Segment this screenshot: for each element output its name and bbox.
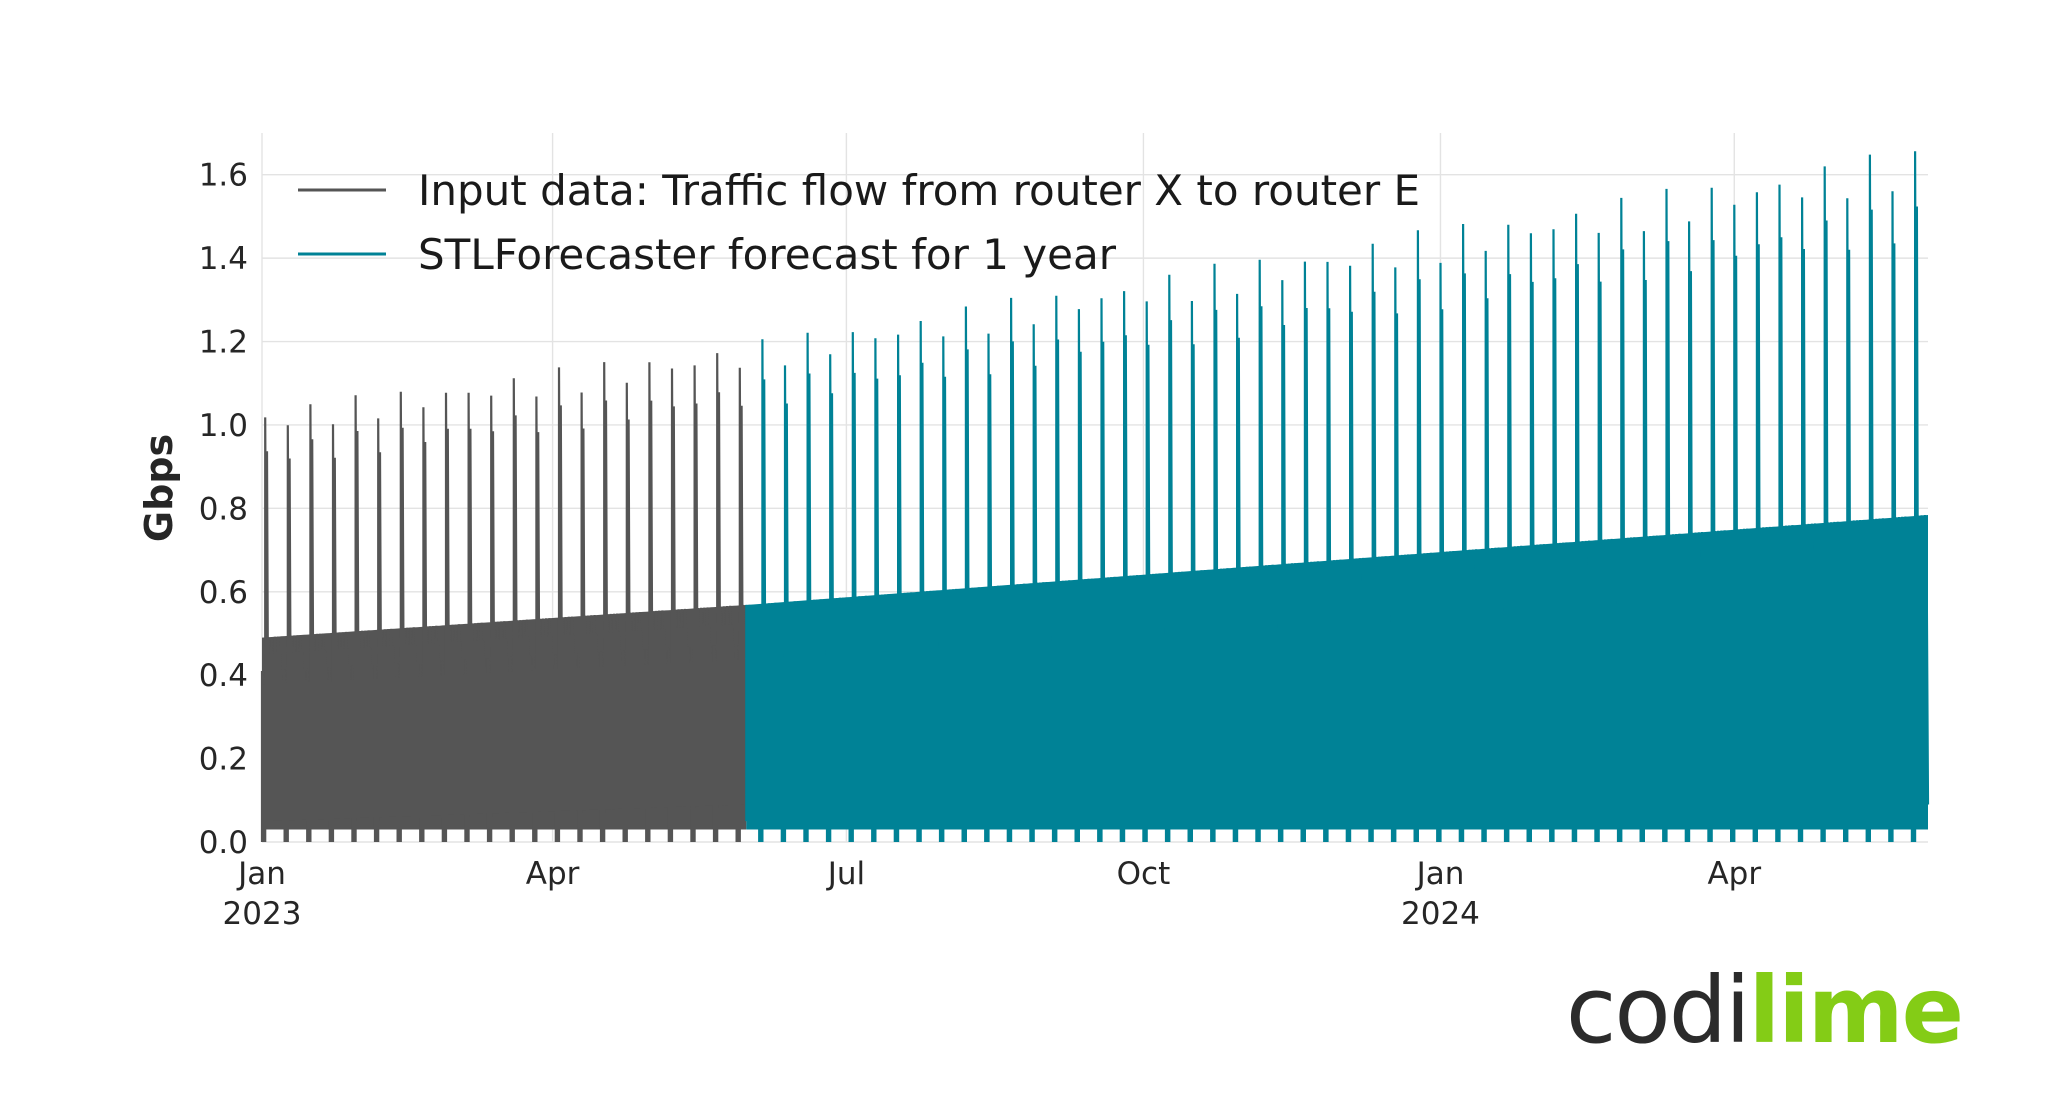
codilime-logo: codilime	[1566, 957, 1962, 1064]
y-tick-label: 0.4	[199, 658, 248, 694]
series-line-0	[260, 353, 748, 843]
x-tick-label: Apr	[526, 856, 580, 892]
y-tick-label: 1.0	[199, 408, 248, 444]
x-tick-year-label: 2024	[1401, 896, 1480, 932]
x-tick-label: Jan	[1415, 856, 1465, 892]
legend-label-1: STLForecaster forecast for 1 year	[418, 230, 1117, 279]
y-axis-ticks: 0.0 0.2 0.4 0.6 0.8 1.0 1.2 1.4 1.6	[199, 158, 248, 861]
series-line-1	[745, 151, 1930, 843]
legend-label-0: Input data: Traffic flow from router X t…	[418, 166, 1420, 215]
x-tick-label: Apr	[1707, 856, 1761, 892]
x-tick-label: Jul	[826, 856, 865, 892]
legend: Input data: Traffic flow from router X t…	[298, 166, 1420, 279]
y-tick-label: 1.6	[199, 158, 248, 194]
x-tick-year-label: 2023	[223, 896, 302, 932]
y-tick-label: 0.0	[199, 825, 248, 861]
y-axis-label: Gbps	[137, 434, 181, 542]
x-axis-ticks: Jan 2023 Apr Jul Oct Jan 2024 Apr	[223, 856, 1762, 932]
y-tick-label: 1.4	[199, 241, 248, 277]
logo-part-1: codi	[1566, 957, 1749, 1064]
x-tick-label: Oct	[1117, 856, 1171, 892]
y-tick-label: 0.2	[199, 742, 248, 778]
y-tick-label: 1.2	[199, 325, 248, 361]
x-tick-label: Jan	[236, 856, 286, 892]
y-tick-label: 0.6	[199, 575, 248, 611]
y-tick-label: 0.8	[199, 491, 248, 527]
series-layer	[260, 151, 1930, 843]
logo-part-2: lime	[1749, 957, 1962, 1064]
